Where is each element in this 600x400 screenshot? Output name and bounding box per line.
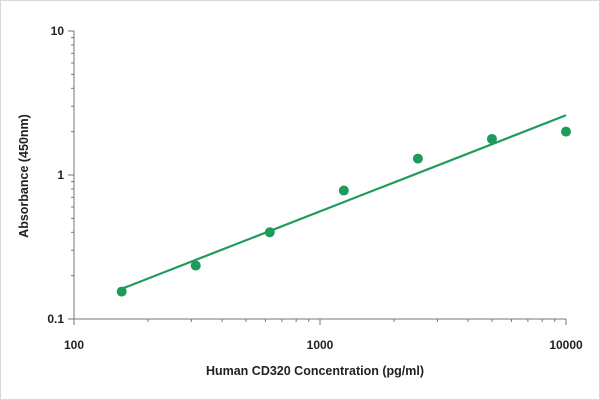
data-point — [486, 133, 497, 144]
ticks — [68, 30, 567, 325]
data-point — [264, 227, 275, 238]
y-tick-label: 1 — [57, 168, 64, 182]
data-point — [116, 286, 127, 297]
x-tick-label: 1000 — [307, 338, 334, 352]
data-point — [190, 260, 201, 271]
tick-labels: 100 1000 10000 10 1 0.1 — [47, 24, 583, 352]
data-point — [412, 153, 423, 164]
x-axis-title: Human CD320 Concentration (pg/ml) — [206, 364, 424, 378]
y-tick-label: 0.1 — [47, 312, 64, 326]
x-tick-label: 100 — [64, 338, 84, 352]
trendline — [121, 114, 567, 290]
data-points — [116, 126, 571, 297]
data-point — [338, 185, 349, 196]
x-tick-label: 10000 — [549, 338, 583, 352]
data-point — [561, 126, 571, 137]
y-tick-label: 10 — [51, 24, 65, 38]
y-axis-title: Absorbance (450nm) — [17, 114, 31, 238]
